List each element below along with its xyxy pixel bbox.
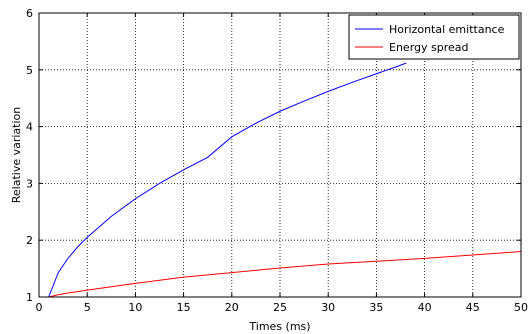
x-tick-label: 20 bbox=[225, 301, 239, 314]
x-tick-label: 0 bbox=[36, 301, 43, 314]
legend-box bbox=[348, 14, 520, 60]
y-axis-title: Relative variation bbox=[10, 107, 23, 204]
x-tick-label: 25 bbox=[273, 301, 287, 314]
x-tick-label: 15 bbox=[177, 301, 191, 314]
legend-label-energy-spread: Energy spread bbox=[389, 41, 469, 54]
y-tick-label: 4 bbox=[26, 121, 33, 134]
series-line-energy-spread bbox=[48, 251, 522, 298]
x-tick-label: 10 bbox=[128, 301, 142, 314]
series-group bbox=[48, 62, 522, 298]
axis-ticks bbox=[38, 12, 522, 298]
legend-label-horizontal-emittance: Horizontal emittance bbox=[389, 23, 505, 36]
x-tick-label: 30 bbox=[321, 301, 335, 314]
y-tick-label: 6 bbox=[26, 7, 33, 20]
x-tick-labels: 0 5 10 15 20 25 30 35 40 45 50 bbox=[36, 301, 529, 314]
series-line-horizontal-emittance bbox=[48, 62, 407, 298]
legend: Horizontal emittance Energy spread bbox=[348, 14, 520, 60]
y-tick-labels: 1 2 3 4 5 6 bbox=[26, 7, 33, 304]
x-tick-label: 40 bbox=[418, 301, 432, 314]
grid bbox=[39, 13, 521, 297]
y-tick-label: 1 bbox=[26, 291, 33, 304]
x-axis-title: Times (ms) bbox=[248, 320, 310, 333]
y-tick-label: 2 bbox=[26, 234, 33, 247]
y-tick-label: 3 bbox=[26, 177, 33, 190]
y-tick-label: 5 bbox=[26, 64, 33, 77]
x-tick-label: 35 bbox=[369, 301, 383, 314]
x-tick-label: 45 bbox=[466, 301, 480, 314]
x-tick-label: 5 bbox=[84, 301, 91, 314]
x-tick-label: 50 bbox=[514, 301, 528, 314]
